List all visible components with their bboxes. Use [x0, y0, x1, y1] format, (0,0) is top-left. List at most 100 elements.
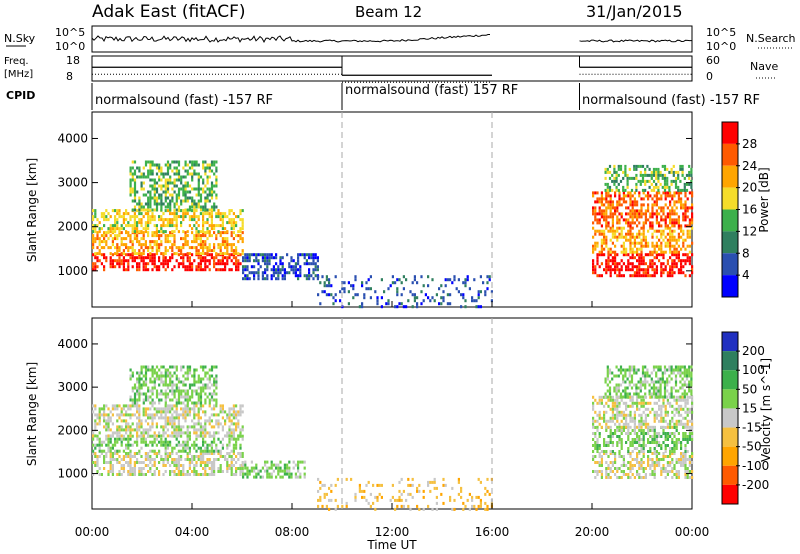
- velocity-echo-cell: [246, 466, 249, 470]
- power-echo-cell: [611, 212, 614, 216]
- velocity-echo-cell: [191, 374, 194, 378]
- velocity-echo-cell: [250, 469, 253, 473]
- velocity-echo-cell: [325, 504, 328, 508]
- power-echo-cell: [671, 194, 674, 198]
- velocity-echo-cell: [206, 431, 209, 435]
- power-echo-cell: [647, 274, 650, 278]
- velocity-echo-cell: [242, 475, 245, 479]
- velocity-echo-cell: [164, 419, 167, 423]
- velocity-echo-cell: [620, 441, 623, 444]
- power-echo-cell: [193, 215, 196, 219]
- power-echo-cell: [673, 247, 676, 251]
- power-echo-cell: [690, 179, 693, 183]
- velocity-echo-cell: [592, 401, 595, 405]
- power-echo-cell: [323, 290, 326, 294]
- velocity-echo-cell: [120, 425, 123, 429]
- power-echo-cell: [629, 209, 632, 213]
- velocity-echo-cell: [202, 458, 205, 461]
- velocity-echo-cell: [210, 413, 213, 417]
- power-echo-cell: [646, 164, 649, 168]
- power-echo-cell: [629, 221, 632, 225]
- velocity-echo-cell: [109, 419, 112, 423]
- power-echoes: [92, 160, 694, 309]
- velocity-echo-cell: [226, 446, 229, 450]
- velocity-echo-cell: [647, 401, 650, 405]
- velocity-echo-cell: [671, 419, 674, 423]
- power-echo-cell: [674, 182, 678, 186]
- velocity-echo-cell: [208, 377, 211, 381]
- power-echo-cell: [631, 209, 634, 213]
- velocity-echo-cell: [114, 443, 117, 447]
- power-echo-cell: [175, 218, 178, 222]
- velocity-echo-cell: [275, 463, 278, 467]
- power-echo-cell: [257, 262, 260, 266]
- power-echo-cell: [669, 274, 672, 278]
- power-echo-cell: [166, 178, 170, 182]
- velocity-echo-cell: [111, 446, 114, 450]
- power-echo-cell: [616, 203, 619, 207]
- velocity-echo-cell: [151, 440, 154, 444]
- velocity-echo-cell: [127, 452, 130, 455]
- velocity-echo-cell: [662, 404, 665, 408]
- power-echo-cell: [636, 212, 639, 216]
- power-echo-cell: [682, 215, 685, 219]
- power-echo-cell: [136, 175, 139, 179]
- power-echo-cell: [182, 230, 185, 234]
- power-echo-cell: [636, 253, 639, 257]
- power-echo-cell: [118, 265, 121, 269]
- power-echo-cell: [653, 256, 656, 260]
- velocity-echo-cell: [232, 407, 235, 411]
- velocity-echo-cell: [127, 434, 130, 438]
- velocity-echo-cell: [625, 419, 628, 423]
- velocity-echo-cell: [213, 440, 216, 444]
- power-echo-cell: [111, 209, 114, 213]
- power-echo-cell: [166, 262, 169, 266]
- power-echo-cell: [651, 268, 654, 272]
- power-echo-cell: [440, 296, 443, 300]
- power-echo-cell: [155, 240, 158, 244]
- velocity-echo-cell: [680, 461, 683, 464]
- velocity-echo-cell: [264, 460, 267, 464]
- velocity-echo-cell: [107, 443, 110, 447]
- velocity-echo-cell: [677, 395, 680, 399]
- velocity-echo-cell: [471, 498, 474, 502]
- velocity-echo-cell: [682, 458, 685, 461]
- velocity-echo-cell: [626, 392, 629, 396]
- power-echo-cell: [666, 244, 669, 248]
- power-echo-cell: [116, 221, 119, 225]
- velocity-echo-cell: [230, 455, 233, 458]
- velocity-echo-cell: [609, 461, 612, 464]
- power-echo-cell: [224, 237, 227, 241]
- power-echo-cell: [673, 259, 676, 263]
- velocity-echo-cell: [151, 416, 154, 420]
- power-echo-cell: [171, 169, 174, 173]
- power-echo-cell: [625, 235, 628, 239]
- power-echo-cell: [147, 205, 150, 209]
- velocity-echo-cell: [611, 464, 614, 467]
- velocity-echo-cell: [186, 413, 189, 417]
- velocity-echo-cell: [666, 401, 669, 405]
- power-echo-cell: [199, 193, 203, 197]
- power-echo-cell: [129, 246, 132, 250]
- velocity-echo-cell: [230, 449, 233, 453]
- power-echo-cell: [669, 229, 672, 233]
- power-echo-cell: [420, 302, 423, 306]
- power-echo-cell: [655, 173, 658, 177]
- velocity-echo-cell: [199, 428, 202, 432]
- power-echo-cell: [616, 262, 619, 266]
- power-echo-cell: [98, 252, 101, 256]
- power-echo-cell: [684, 262, 687, 266]
- velocity-echo-cell: [264, 463, 267, 467]
- power-echo-cell: [129, 169, 132, 173]
- power-echo-cell: [614, 194, 617, 198]
- power-echo-cell: [277, 268, 280, 272]
- velocity-echo-cell: [664, 410, 667, 414]
- power-echo-cell: [261, 256, 264, 260]
- power-echo-cell: [213, 224, 216, 228]
- velocity-echo-cell: [460, 489, 463, 493]
- velocity-echo-cell: [230, 428, 233, 432]
- power-echo-cell: [638, 265, 641, 269]
- power-echo-cell: [592, 259, 595, 263]
- power-echo-cell: [633, 265, 636, 269]
- power-echo-cell: [281, 277, 284, 281]
